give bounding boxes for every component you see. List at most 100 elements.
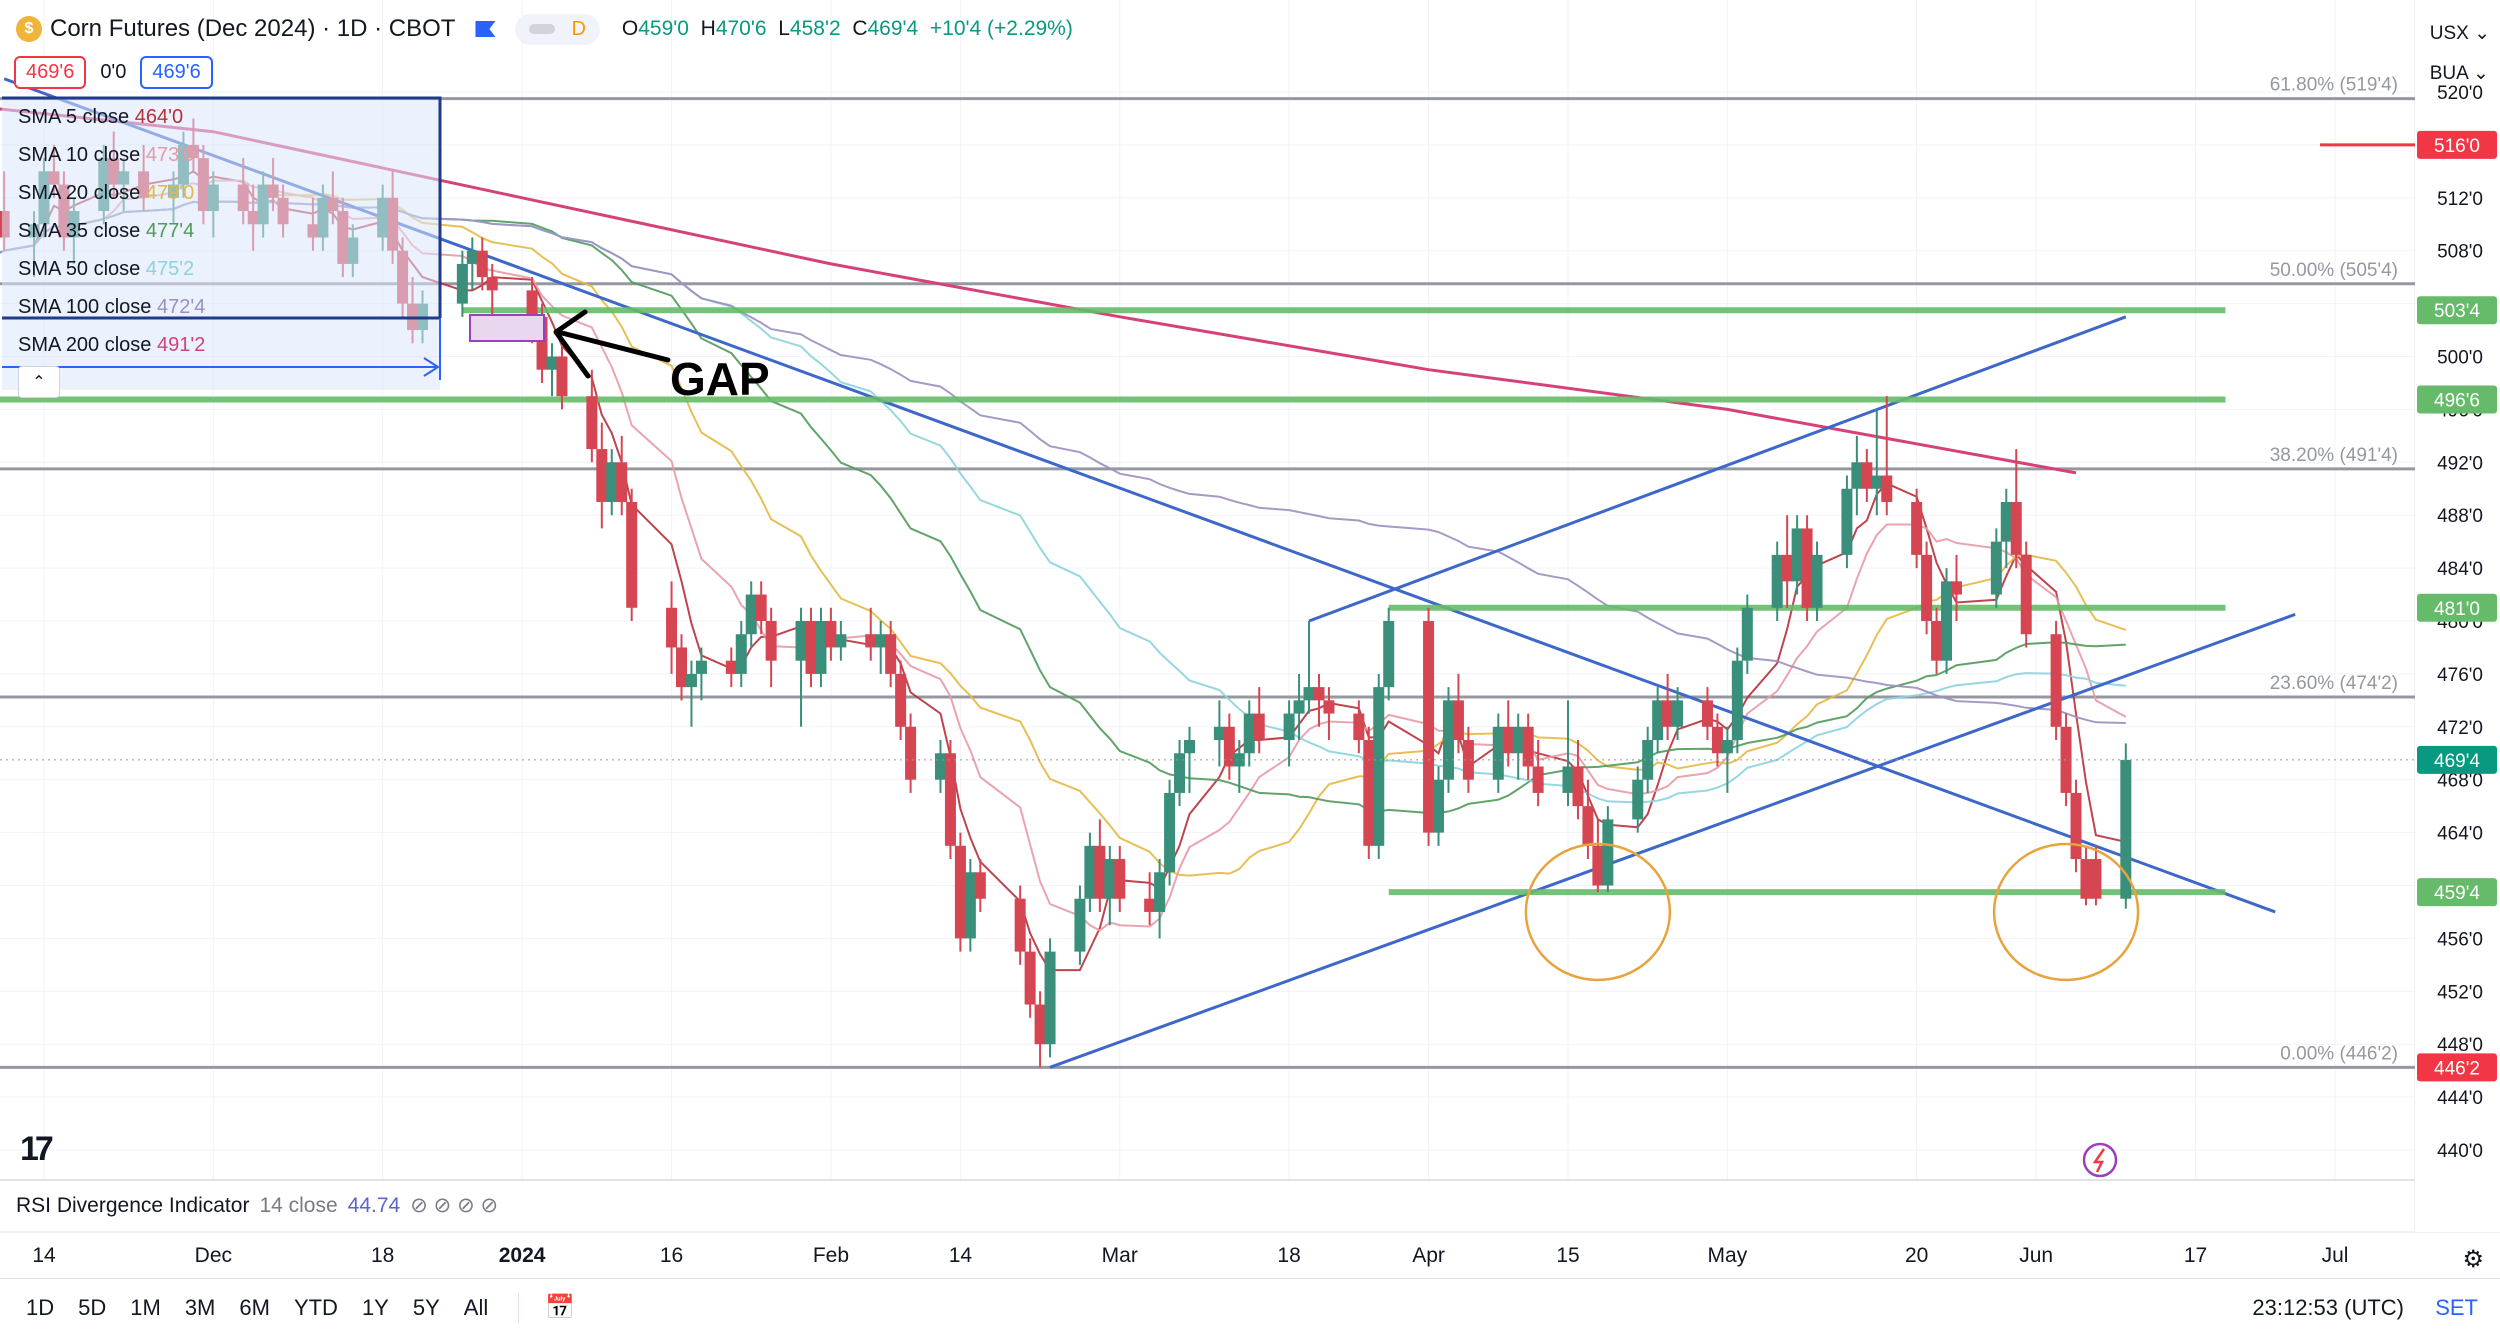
candle-body — [1861, 462, 1873, 489]
gap-arrow-icon — [553, 309, 671, 379]
interval-pill[interactable]: D — [515, 13, 600, 45]
legend-shade — [2, 98, 440, 390]
candle-body — [675, 647, 687, 688]
time-tick-label: 15 — [1556, 1244, 1580, 1267]
price-tick-label: 452'0 — [2437, 982, 2483, 1003]
price-tick-label: 440'0 — [2437, 1141, 2483, 1162]
candle-body — [1034, 1004, 1046, 1045]
gap-box — [469, 314, 545, 342]
candle-body — [1164, 792, 1176, 873]
currency-select[interactable]: USX ⌄ — [2429, 23, 2490, 44]
price-tag — [2417, 1053, 2497, 1082]
candle-body — [1114, 859, 1126, 899]
range-5y[interactable]: 5Y — [412, 1294, 440, 1320]
arrow-head-icon — [423, 357, 440, 377]
time-tick-label: 14 — [32, 1244, 56, 1267]
candle-body — [1094, 845, 1106, 899]
highlight-circle — [1992, 842, 2140, 982]
indicator-row[interactable]: SMA 100 close 472'4 — [18, 296, 206, 318]
rsi-pane-legend[interactable]: RSI Divergence Indicator 14 close 44.74 ⊘ ⊘… — [16, 1194, 499, 1217]
overlays — [0, 96, 2415, 1178]
indicator-row[interactable]: SMA 200 close 491'2 — [18, 334, 206, 356]
candle-body — [1323, 700, 1335, 714]
indicator-row[interactable]: SMA 35 close 477'4 — [18, 220, 195, 242]
candle-body — [1433, 779, 1445, 833]
utc-clock[interactable]: 23:12:53 (UTC) — [2252, 1294, 2404, 1320]
time-axis[interactable]: 14 Dec 18 2024 16 Feb 14 Mar 18 Apr 15 May 20 Jun 17 Ju… — [0, 1240, 2500, 1274]
flag-icon[interactable] — [475, 21, 496, 37]
candle-body — [1582, 806, 1594, 846]
candle-body — [1941, 581, 1953, 661]
candle-body — [1771, 554, 1783, 608]
candle-body — [1442, 700, 1454, 780]
range-frame — [2, 96, 442, 318]
candle-body — [1562, 766, 1574, 793]
range-6m[interactable]: 6M — [239, 1294, 270, 1320]
candle-body — [1602, 819, 1614, 886]
candle-body — [1174, 753, 1186, 793]
candle-body — [1243, 713, 1255, 754]
symbol-title[interactable]: Corn Futures (Dec 2024) · 1D · CBOT — [50, 15, 456, 42]
candle-body — [466, 250, 478, 264]
candle-body — [1532, 766, 1544, 793]
time-tick-label: 20 — [1904, 1244, 1929, 1267]
candle-body — [1303, 687, 1315, 701]
range-all[interactable]: All — [463, 1294, 489, 1320]
candle-body — [1572, 766, 1584, 807]
collapse-legend-button[interactable]: ⌃ — [18, 366, 60, 398]
candle-body — [2090, 859, 2102, 899]
fib-label: 23.60% (474'2) — [2270, 673, 2398, 694]
price-tick-label: 508'0 — [2437, 242, 2483, 263]
tradingview-logo[interactable]: 17 — [20, 1130, 54, 1168]
time-tick-label: May — [1707, 1244, 1748, 1267]
gear-icon[interactable]: ⚙ — [2462, 1246, 2484, 1273]
toolbar-divider — [518, 1292, 520, 1323]
buy-price-button[interactable]: 469'6 — [140, 56, 213, 89]
calendar-icon[interactable]: 📅 — [545, 1294, 576, 1321]
unit-select[interactable]: BUA ⌄ — [2429, 63, 2489, 84]
candle-body — [2080, 859, 2092, 899]
candle-body — [2010, 501, 2022, 555]
candle-body — [1931, 621, 1943, 661]
support-resistance-lines — [0, 307, 2226, 896]
candle-body — [1662, 700, 1674, 727]
candle-body — [1293, 700, 1305, 714]
candle-body — [865, 634, 877, 648]
fib-label: 38.20% (491'4) — [2270, 445, 2398, 466]
candle-body — [1911, 501, 1923, 555]
time-tick-label: 2024 — [498, 1244, 546, 1267]
candle-body — [825, 621, 837, 648]
candle-body — [626, 501, 638, 608]
gap-annotation: GAP — [670, 353, 770, 405]
range-5d[interactable]: 5D — [78, 1294, 107, 1320]
range-1m[interactable]: 1M — [130, 1294, 161, 1320]
candle-body — [596, 449, 608, 502]
indicator-row[interactable]: SMA 20 close 479'0 — [18, 182, 195, 204]
range-1y[interactable]: 1Y — [361, 1294, 389, 1320]
grid — [0, 0, 2500, 1233]
price-tag — [2417, 878, 2497, 907]
candle-body — [1223, 726, 1235, 767]
range-ytd[interactable]: YTD — [293, 1294, 338, 1320]
range-1d[interactable]: 1D — [26, 1294, 55, 1320]
candle-body — [905, 726, 917, 780]
chevron-down-icon: ⌄ — [2474, 23, 2490, 44]
candle-body — [1851, 462, 1863, 489]
currency-menu[interactable]: USX ⌄ BUA ⌄ — [2430, 14, 2490, 94]
price-tick-label: 520'0 — [2437, 83, 2483, 104]
sell-price-button[interactable]: 469'6 — [14, 56, 87, 89]
candle-body — [2020, 554, 2032, 635]
symbol-logo-icon: $ — [16, 16, 42, 42]
price-tag-label: 481'0 — [2434, 599, 2480, 620]
indicator-row[interactable]: SMA 50 close 475'2 — [18, 258, 195, 280]
price-tag-label: 446'2 — [2434, 1058, 2480, 1079]
time-tick-label: Apr — [1412, 1244, 1445, 1267]
time-tick-label: 16 — [659, 1244, 684, 1267]
range-3m[interactable]: 3M — [184, 1294, 216, 1320]
indicator-row[interactable]: SMA 10 close 473'0 — [18, 144, 195, 166]
resolution-badge: D — [571, 17, 586, 40]
session-settings-button[interactable]: SET — [2435, 1294, 2478, 1320]
indicator-row[interactable]: SMA 5 close 464'0 — [18, 106, 184, 128]
trade-price-boxes: 469'6 0'0 469'6 — [14, 56, 213, 89]
